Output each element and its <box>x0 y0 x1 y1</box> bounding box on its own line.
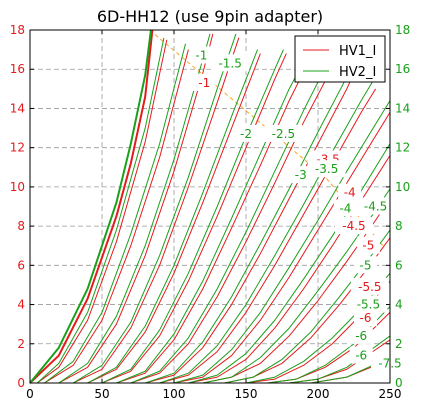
legend: HV1_I HV2_I <box>294 35 386 83</box>
series-line-hv2_i <box>159 78 375 384</box>
annotation-background <box>189 46 213 64</box>
series-line-hv2_i <box>44 43 187 384</box>
annotation-background <box>349 346 373 364</box>
series-line-hv1_i <box>130 67 333 384</box>
annotation-label: -1.5 <box>218 56 241 70</box>
series-line-hv1_i <box>36 39 168 384</box>
annotation-label: -4 <box>344 186 356 200</box>
y-tick-label-left: 2 <box>17 337 25 351</box>
series-line-hv2_i <box>145 65 354 384</box>
y-tick-label-right: 2 <box>395 337 403 351</box>
x-tick-label: 150 <box>235 387 258 401</box>
annotation-background <box>349 295 388 313</box>
y-tick-label-left: 18 <box>10 23 25 37</box>
y-tick-label-right: 16 <box>395 62 410 76</box>
series-line-hv1_i <box>72 37 240 384</box>
annotation-label: -4.5 <box>342 219 365 233</box>
series-line-hv1_i <box>159 88 377 384</box>
series-line-hv1_i <box>145 72 355 384</box>
annotation-label: -4.5 <box>364 199 387 213</box>
y-tick-label-right: 12 <box>395 141 410 155</box>
annotation-label: -1 <box>195 48 207 62</box>
series-line-hv1_i <box>58 33 214 384</box>
annotation-background <box>356 197 395 215</box>
x-tick-label: 250 <box>379 387 402 401</box>
y-tick-label-left: 12 <box>10 141 25 155</box>
y-tick-label-left: 10 <box>10 180 25 194</box>
y-tick-label-left: 4 <box>17 298 25 312</box>
annotation-background <box>307 160 346 178</box>
y-tick-label-left: 8 <box>17 219 25 233</box>
annotation-label: -5.5 <box>358 280 381 294</box>
series-line-hv2_i <box>29 29 152 384</box>
y-tick-label-right: 10 <box>395 180 410 194</box>
annotation-label: -4 <box>339 201 351 215</box>
annotation-group: -1-1-1.5-2 -2.5-3-3.5-3.5-4-4 -4.5-4.5-5-5… <box>189 46 409 372</box>
series-line-hv2_i <box>72 33 237 384</box>
y-tick-label-right: 8 <box>395 219 403 233</box>
series-line-hv1_i <box>101 53 287 384</box>
series-line-hv1_i <box>87 53 261 384</box>
y-tick-label-right: 18 <box>395 23 410 37</box>
annotation-background <box>338 183 362 201</box>
legend-box <box>294 35 386 83</box>
annotation-background <box>211 54 250 72</box>
chart-title: 6D-HH12 (use 9pin adapter) <box>97 7 323 26</box>
annotation-background <box>356 236 380 254</box>
annotation-label: -3.5 <box>315 162 338 176</box>
annotation-background <box>350 277 389 295</box>
annotation-label: -6 <box>355 329 367 343</box>
annotation-background <box>354 309 378 327</box>
series-line-hv1_i <box>116 57 312 384</box>
series-line-hv1_i <box>44 49 189 384</box>
series-line-hv2_i <box>87 49 258 384</box>
y-tick-label-left: 0 <box>17 376 25 390</box>
x-tick-label: 200 <box>307 387 330 401</box>
annotation-background <box>354 256 378 274</box>
plot-frame <box>29 29 391 384</box>
annotation-label: -5 <box>360 258 372 272</box>
y-tick-label-left: 14 <box>10 101 25 115</box>
series-line-hv1_i <box>173 112 391 384</box>
series-line-hv1_i <box>29 29 154 384</box>
series-line-hv2_i <box>36 37 165 384</box>
legend-label-hv1_i: HV1_I <box>339 44 376 59</box>
annotation-background <box>335 217 373 235</box>
annotation-label: -5 <box>362 239 374 253</box>
y-tick-label-right: 6 <box>395 258 403 272</box>
series-line-hv2_i <box>130 59 330 384</box>
annotation-label: -2.5 <box>272 127 295 141</box>
annotation-label: -2 <box>240 127 252 141</box>
annotation-label: -1 <box>198 76 210 90</box>
series-line-hv2_i <box>101 49 284 384</box>
annotation-background <box>349 326 373 344</box>
annotation-background <box>264 124 303 142</box>
legend-label-hv2_i: HV2_I <box>339 65 376 80</box>
y-tick-label-right: 4 <box>395 298 403 312</box>
annotation-background <box>333 199 357 217</box>
x-tick-label: 0 <box>26 387 34 401</box>
annotation-background <box>289 166 313 184</box>
annotation-label: -5.5 <box>357 298 380 312</box>
series-line-hv2_i <box>116 53 309 384</box>
y-tick-label-right: 14 <box>395 101 410 115</box>
y-tick-label-right: 0 <box>395 376 403 390</box>
annotation-label: -6 <box>355 349 367 363</box>
y-tick-label-left: 6 <box>17 258 25 272</box>
annotation-label: -6 <box>360 311 372 325</box>
x-tick-label: 50 <box>94 387 109 401</box>
series-line-hv2_i <box>173 100 391 384</box>
annotation-background <box>234 124 258 142</box>
y-tick-label-left: 16 <box>10 62 25 76</box>
annotation-background <box>192 73 216 91</box>
x-tick-label: 100 <box>163 387 186 401</box>
annotation-label: -3 <box>295 168 307 182</box>
